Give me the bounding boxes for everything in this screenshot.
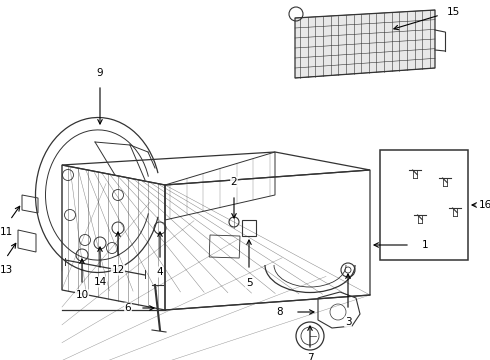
Text: 9: 9: [97, 68, 103, 78]
Bar: [242, 220, 256, 236]
Text: 2: 2: [231, 177, 237, 187]
Text: 14: 14: [94, 277, 107, 287]
Polygon shape: [295, 10, 435, 78]
Text: 16: 16: [478, 200, 490, 210]
Text: 8: 8: [277, 307, 283, 317]
Text: 10: 10: [75, 290, 89, 300]
Text: 12: 12: [111, 265, 124, 275]
Text: 11: 11: [0, 227, 13, 237]
Text: 15: 15: [446, 7, 460, 17]
Text: 1: 1: [422, 240, 428, 250]
Bar: [209, 235, 240, 258]
Text: 6: 6: [124, 303, 131, 313]
Text: 13: 13: [0, 265, 13, 275]
Text: 3: 3: [344, 317, 351, 327]
Text: 5: 5: [245, 278, 252, 288]
Text: 4: 4: [157, 267, 163, 277]
Bar: [380, 150, 468, 260]
Text: 7: 7: [307, 353, 313, 360]
